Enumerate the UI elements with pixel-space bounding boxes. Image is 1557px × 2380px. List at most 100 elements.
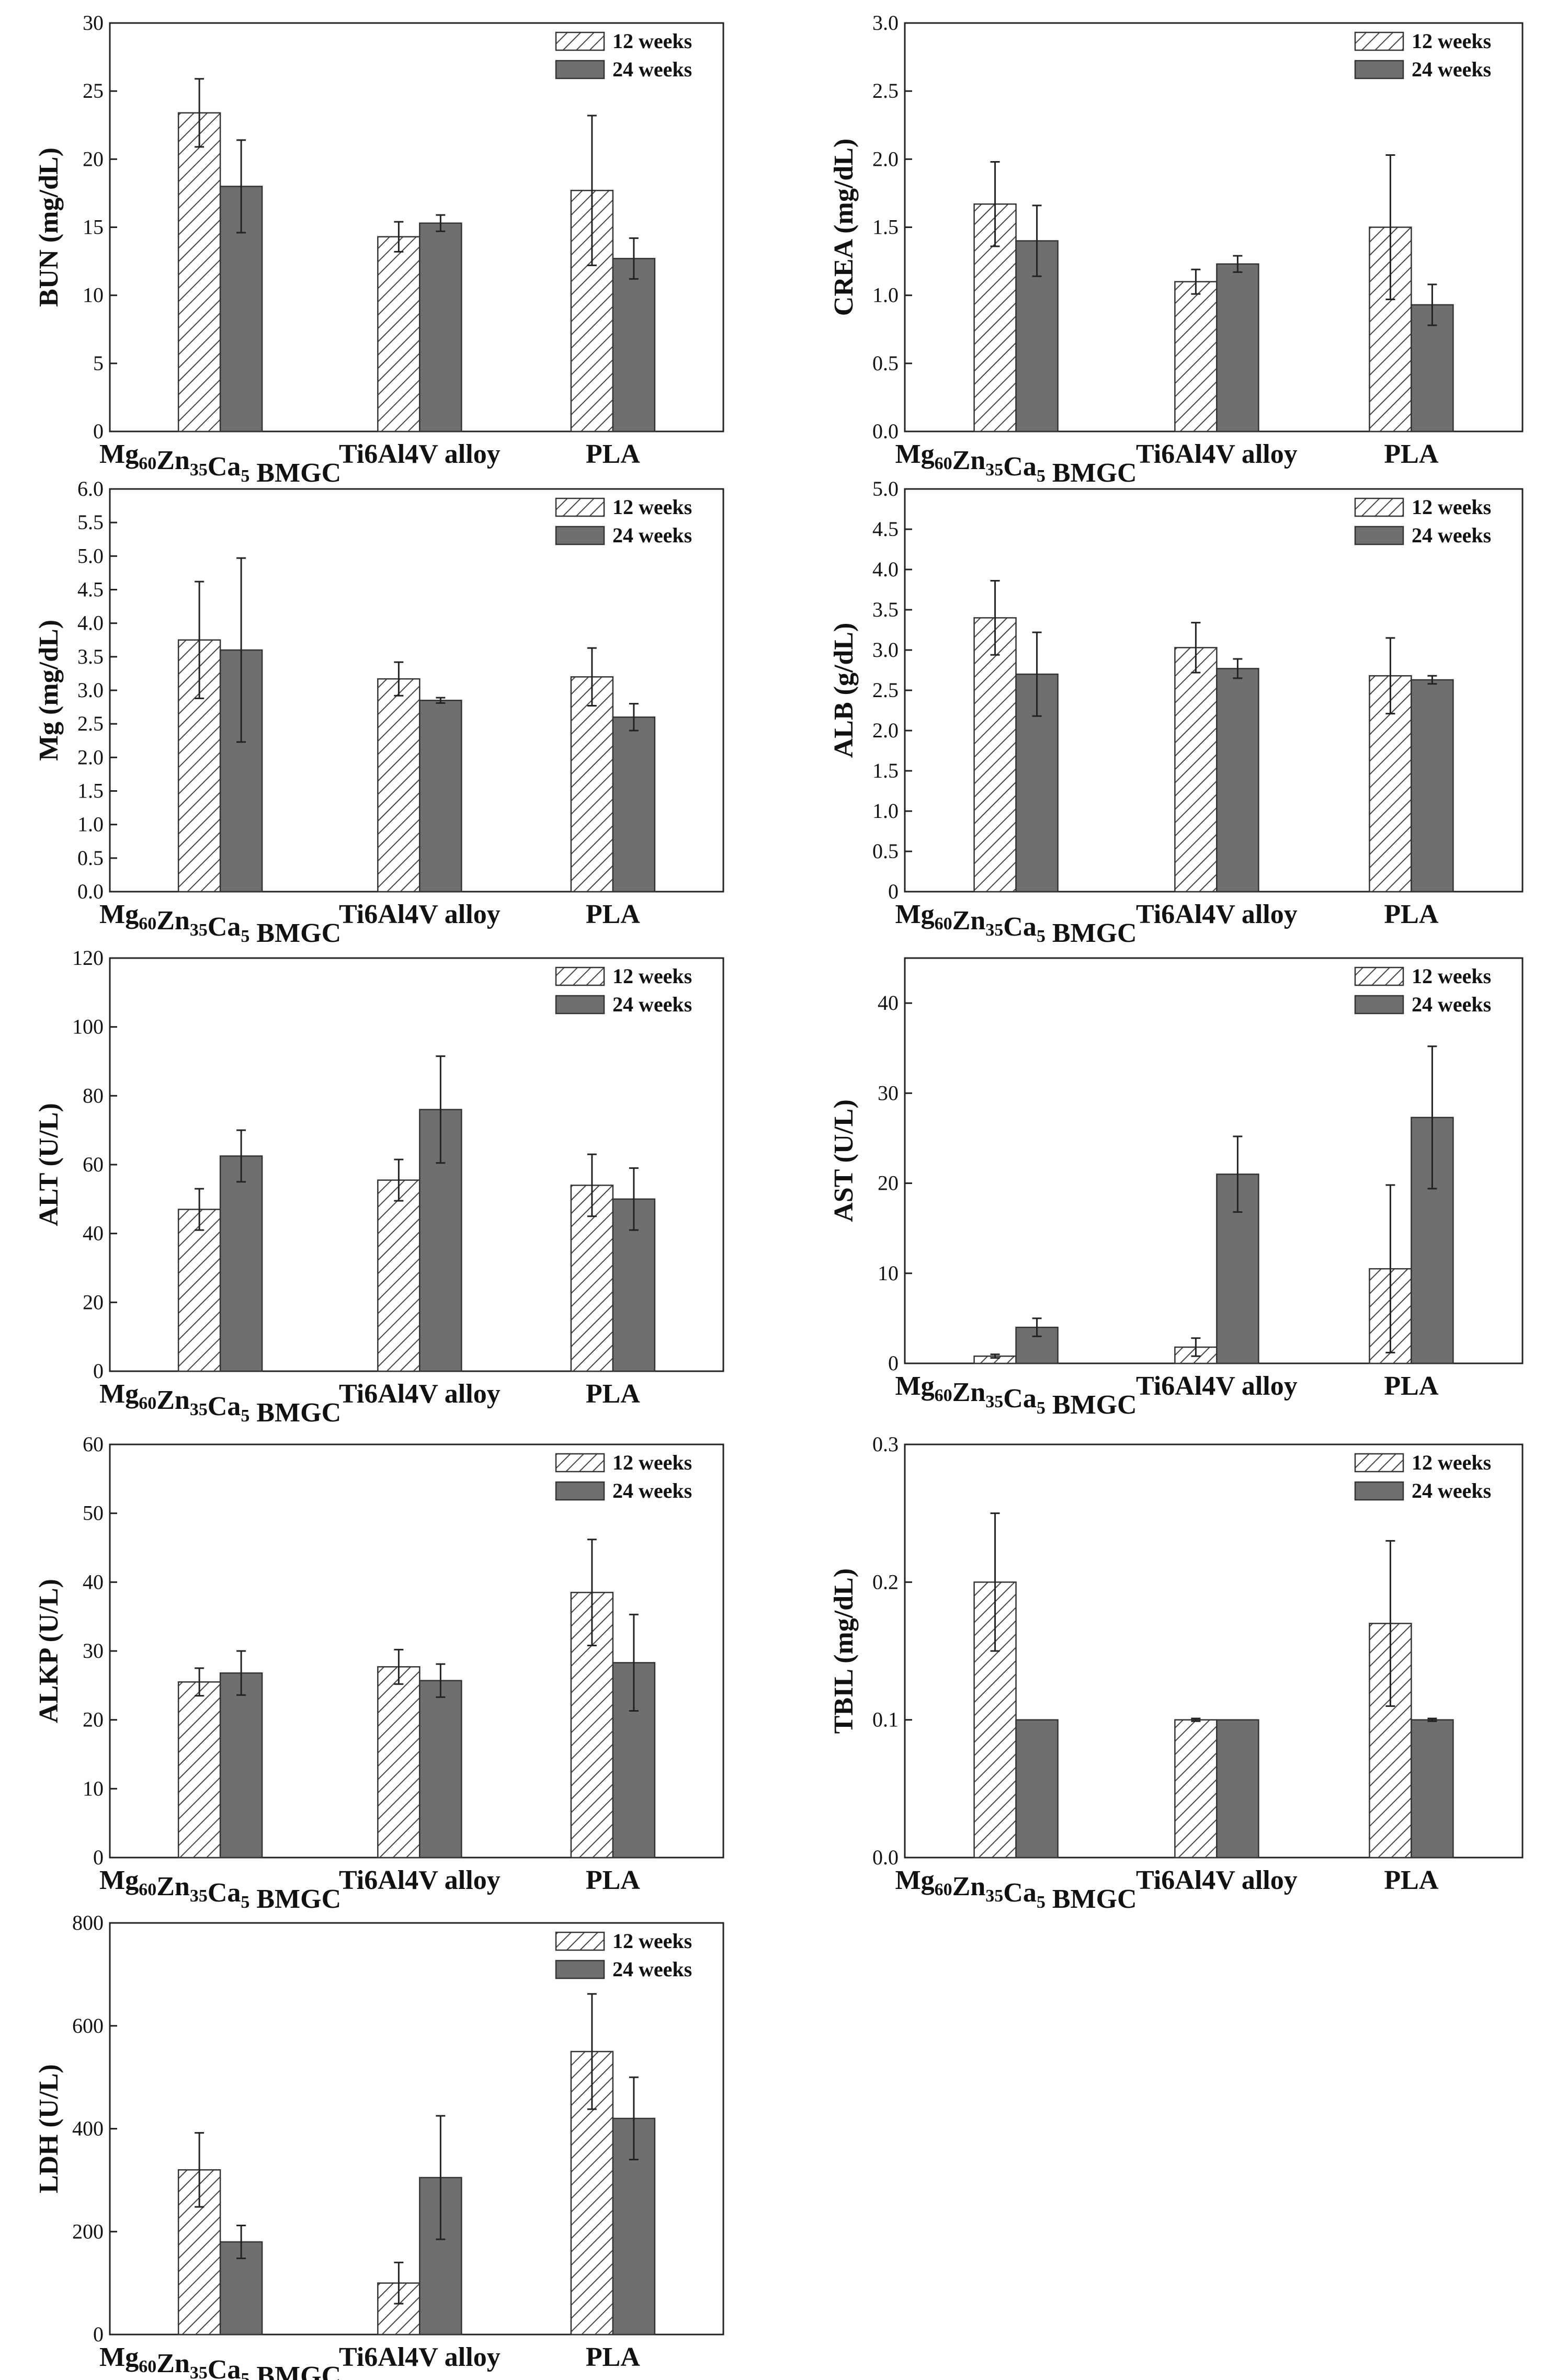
legend-swatch-12-weeks	[1354, 1453, 1404, 1473]
legend-swatch-24-weeks	[555, 995, 605, 1015]
legend-label: 12 weeks	[612, 1929, 692, 1953]
y-tick-label: 0.1	[872, 1708, 899, 1732]
x-category-label: Ti6Al4V alloy	[1136, 1865, 1298, 1895]
y-tick-label: 200	[72, 2219, 104, 2243]
y-tick-label: 10	[83, 283, 104, 307]
y-tick-label: 0	[93, 1359, 104, 1383]
chart-panel-6: 0 10 20 30 40 50 60 ALKP (U/L) Mg60Zn35Ca5 BMGCT…	[34, 1432, 724, 1914]
y-tick-label: 600	[72, 2014, 104, 2037]
y-tick-label: 1.0	[872, 283, 899, 307]
y-tick-label: 0.5	[872, 839, 899, 863]
y-tick-label: 10	[878, 1261, 899, 1285]
y-tick-label: 2.5	[872, 79, 899, 103]
bar-24-weeks	[419, 1680, 462, 1859]
y-tick-label: 120	[72, 946, 104, 970]
y-axis-label: LDH (U/L)	[34, 2064, 64, 2193]
x-category-label: Ti6Al4V alloy	[1136, 1371, 1298, 1401]
x-category-label: Mg60Zn35Ca5 BMGC	[895, 1865, 1137, 1914]
y-tick-label: 6.0	[77, 477, 104, 500]
legend-label: 12 weeks	[1412, 29, 1491, 53]
y-tick-label: 0.0	[77, 880, 104, 903]
x-category-label: Mg60Zn35Ca5 BMGC	[895, 899, 1137, 948]
bar-12-weeks	[1174, 647, 1218, 893]
y-tick-label: 80	[83, 1084, 104, 1107]
y-tick-label: 40	[878, 991, 899, 1015]
legend-swatch-24-weeks	[1354, 1481, 1404, 1501]
y-tick-label: 30	[83, 11, 104, 35]
y-tick-label: 40	[83, 1570, 104, 1593]
y-tick-label: 2.5	[77, 712, 104, 735]
legend-label: 12 weeks	[612, 29, 692, 53]
x-category-label: Ti6Al4V alloy	[1136, 899, 1298, 929]
x-category-label: Ti6Al4V alloy	[1136, 439, 1298, 469]
y-tick-label: 100	[72, 1015, 104, 1039]
y-tick-label: 3.0	[872, 11, 899, 35]
x-category-label: PLA	[586, 439, 640, 469]
bar-12-weeks	[973, 617, 1017, 893]
chart-panel-3: 0 0.5 1.0 1.5 2.0 2.5 3.0 3.5 4.0 4.5 5.0 ALB (g/dL…	[829, 477, 1524, 948]
bar-24-weeks	[612, 716, 656, 893]
x-category-label: Mg60Zn35Ca5 BMGC	[99, 1379, 341, 1428]
y-axis-label: BUN (mg/dL)	[34, 147, 64, 307]
legend-swatch-24-weeks	[1354, 995, 1404, 1015]
y-tick-label: 1.0	[872, 799, 899, 823]
y-tick-label: 0.2	[872, 1570, 899, 1593]
y-tick-label: 50	[83, 1501, 104, 1525]
bar-24-weeks	[1216, 1719, 1259, 1859]
y-tick-label: 40	[83, 1222, 104, 1245]
y-tick-label: 15	[83, 215, 104, 239]
legend-label: 24 weeks	[1412, 58, 1491, 81]
bar-12-weeks	[1174, 1719, 1218, 1859]
y-tick-label: 0.0	[872, 1846, 899, 1869]
y-tick-label: 3.0	[872, 638, 899, 662]
x-category-label: Ti6Al4V alloy	[339, 899, 501, 929]
bar-12-weeks	[377, 236, 420, 432]
y-tick-label: 4.5	[872, 517, 899, 541]
y-tick-label: 3.5	[872, 598, 899, 621]
y-tick-label: 5.0	[77, 544, 104, 567]
legend-swatch-12-weeks	[555, 966, 605, 986]
x-category-label: Mg60Zn35Ca5 BMGC	[99, 1865, 341, 1914]
y-tick-label: 1.0	[77, 813, 104, 836]
chart-panel-8: 0 200 400 600 800 LDH (U/L) Mg60Zn35Ca5 BMGCTi…	[34, 1911, 724, 2380]
y-tick-label: 3.0	[77, 678, 104, 702]
y-tick-label: 2.0	[872, 719, 899, 742]
legend-swatch-24-weeks	[555, 60, 605, 79]
y-axis-label: AST (U/L)	[829, 1099, 859, 1222]
y-tick-label: 0	[93, 419, 104, 443]
y-tick-label: 4.5	[77, 578, 104, 601]
y-tick-label: 0.0	[872, 419, 899, 443]
bar-12-weeks	[570, 676, 614, 893]
y-tick-label: 5.0	[872, 477, 899, 500]
bar-12-weeks	[570, 189, 614, 432]
y-tick-label: 0	[93, 1846, 104, 1869]
y-tick-label: 30	[83, 1639, 104, 1662]
chart-panel-1: 0.0 0.5 1.0 1.5 2.0 2.5 3.0 CREA (mg/dL) Mg60Zn3…	[829, 11, 1524, 488]
bar-24-weeks	[219, 1672, 263, 1859]
legend-swatch-12-weeks	[1354, 966, 1404, 986]
x-category-label: PLA	[1384, 1865, 1438, 1895]
bar-24-weeks	[1411, 1719, 1454, 1859]
bar-12-weeks	[377, 1179, 420, 1372]
y-tick-label: 5.5	[77, 510, 104, 534]
legend-label: 24 weeks	[1412, 523, 1491, 547]
legend-swatch-24-weeks	[555, 1960, 605, 1979]
x-category-label: PLA	[586, 899, 640, 929]
legend-label: 12 weeks	[1412, 1451, 1491, 1474]
y-axis-label: ALT (U/L)	[34, 1103, 64, 1226]
bar-12-weeks	[177, 1681, 221, 1859]
bar-24-weeks	[1411, 679, 1454, 893]
y-tick-label: 20	[83, 1708, 104, 1732]
legend-swatch-12-weeks	[555, 1931, 605, 1951]
y-tick-label: 0	[93, 2322, 104, 2346]
y-axis-label: Mg (mg/dL)	[34, 620, 64, 761]
y-tick-label: 20	[83, 1290, 104, 1314]
x-category-label: PLA	[586, 1865, 640, 1895]
bar-24-weeks	[612, 258, 656, 432]
y-tick-label: 400	[72, 2117, 104, 2140]
bar-24-weeks	[1015, 1719, 1059, 1859]
legend-swatch-24-weeks	[1354, 60, 1404, 79]
chart-panel-5: 0 10 20 30 40 AST (U/L) Mg60Zn35Ca5 BMGCTi6Al4…	[829, 957, 1524, 1420]
bar-12-weeks	[377, 1666, 420, 1859]
